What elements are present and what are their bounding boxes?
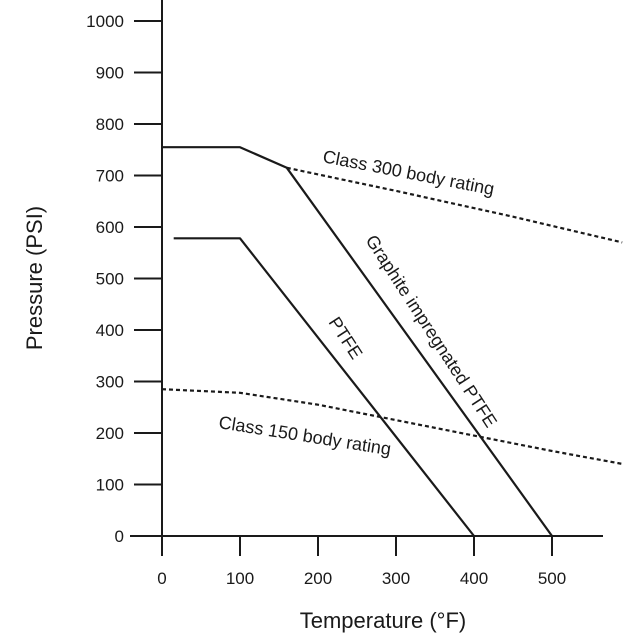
y-tick-label: 300 <box>96 373 124 392</box>
y-tick-label: 0 <box>115 527 124 546</box>
y-tick-label: 200 <box>96 424 124 443</box>
series-line-class150 <box>161 388 623 465</box>
x-tick-label: 500 <box>538 569 566 588</box>
y-ticks: 0 100 200 300 400 500 600 700 800 900 1000 <box>86 12 162 546</box>
x-tick-label: 100 <box>226 569 254 588</box>
y-axis-title: Pressure (PSI) <box>22 206 47 350</box>
x-ticks: 0 100 200 300 400 500 <box>157 536 566 588</box>
series-label-class150: Class 150 body rating <box>217 412 392 459</box>
y-tick-label: 500 <box>96 270 124 289</box>
axes <box>130 0 603 537</box>
y-tick-label: 100 <box>96 476 124 495</box>
series-line-graphite <box>162 146 553 537</box>
y-tick-label: 900 <box>96 64 124 83</box>
series-line-class300 <box>286 166 623 244</box>
x-axis-title: Temperature (°F) <box>300 608 467 633</box>
x-tick-label: 0 <box>157 569 166 588</box>
x-tick-label: 200 <box>304 569 332 588</box>
series-label-class300: Class 300 body rating <box>321 146 496 199</box>
y-tick-label: 700 <box>96 167 124 186</box>
y-tick-label: 1000 <box>86 12 124 31</box>
x-tick-label: 300 <box>382 569 410 588</box>
y-tick-label: 800 <box>96 115 124 134</box>
series-line-ptfe <box>173 237 475 537</box>
y-tick-label: 600 <box>96 218 124 237</box>
y-tick-label: 400 <box>96 321 124 340</box>
x-tick-label: 400 <box>460 569 488 588</box>
series-label-graphite: Graphite impregnated PTFE <box>362 231 501 431</box>
series-lines <box>161 146 623 537</box>
